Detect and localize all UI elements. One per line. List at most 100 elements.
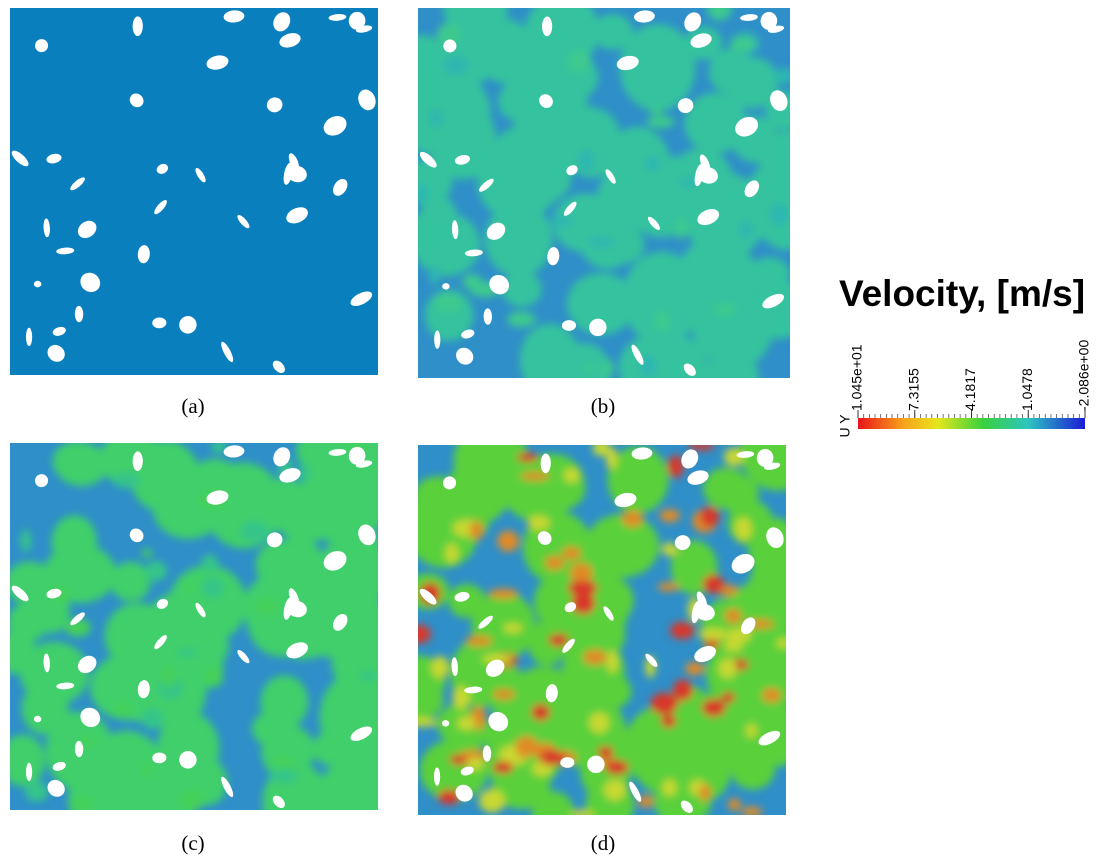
grain xyxy=(0,735,45,787)
hot-spot xyxy=(703,575,724,594)
hot-spot xyxy=(470,521,484,540)
simulation-image xyxy=(391,412,819,836)
hot-spot xyxy=(699,628,728,640)
hot-spot xyxy=(204,666,224,687)
hot-spot xyxy=(457,717,475,731)
hot-spot xyxy=(605,760,628,774)
colorbar-tick-label: 1.045e+01 xyxy=(849,344,865,411)
grain xyxy=(718,475,758,513)
hot-spot xyxy=(662,779,676,796)
panel-label: (b) xyxy=(591,394,616,418)
grain xyxy=(319,673,394,762)
grain xyxy=(410,529,450,562)
grain xyxy=(691,277,767,366)
hot-spot xyxy=(21,530,31,553)
hot-spot xyxy=(507,312,536,328)
pore xyxy=(26,328,32,346)
hot-spot xyxy=(141,763,154,777)
hot-spot xyxy=(269,769,297,783)
grain xyxy=(130,440,200,512)
hot-spot xyxy=(741,807,762,817)
hot-spot xyxy=(721,692,735,703)
pore xyxy=(434,330,440,348)
colorbar-label: U Y xyxy=(837,414,853,438)
hot-spot xyxy=(661,715,676,728)
hot-spot xyxy=(570,563,593,582)
hot-spot xyxy=(584,364,596,372)
hot-spot xyxy=(673,679,693,700)
hot-spot xyxy=(184,580,195,594)
hot-spot xyxy=(493,761,513,773)
hot-spot xyxy=(564,468,580,483)
grain xyxy=(498,83,534,120)
hot-spot xyxy=(622,511,643,527)
grain xyxy=(157,712,219,784)
hot-spot xyxy=(589,712,609,733)
grain xyxy=(110,562,150,602)
hot-spot xyxy=(567,51,591,74)
hot-spot xyxy=(735,517,752,541)
grain xyxy=(748,257,790,292)
hot-spot xyxy=(650,106,663,115)
hot-spot xyxy=(587,237,615,248)
hot-spot xyxy=(431,656,449,679)
hot-spot xyxy=(515,736,538,755)
pore xyxy=(434,767,440,785)
hot-spot xyxy=(688,442,715,450)
simulation-image xyxy=(387,0,821,407)
hot-spot xyxy=(598,746,614,758)
hot-spot xyxy=(773,69,796,84)
grain xyxy=(520,324,581,396)
simulation-image xyxy=(0,423,416,846)
hot-spot xyxy=(639,795,654,808)
hot-spot xyxy=(528,516,550,531)
hot-spot xyxy=(699,784,711,801)
simulation-image xyxy=(9,8,378,375)
hot-spot xyxy=(489,589,519,599)
hot-spot xyxy=(142,708,163,729)
hot-spot xyxy=(408,718,438,727)
hot-spot xyxy=(549,215,574,227)
grain xyxy=(759,131,819,192)
colorbar-ticks: 1.045e+017.31554.18171.0478-2.086e+00 xyxy=(849,340,1092,418)
panels xyxy=(0,0,821,846)
hot-spot xyxy=(777,638,791,648)
hot-spot xyxy=(517,453,538,462)
hot-spot xyxy=(646,116,674,129)
hot-spot xyxy=(142,549,153,557)
grain xyxy=(740,412,817,491)
hot-spot xyxy=(113,473,140,489)
hot-spot xyxy=(434,293,462,313)
hot-spot xyxy=(607,651,618,674)
hot-spot xyxy=(571,810,595,819)
panel-label: (a) xyxy=(181,394,204,418)
hot-spot xyxy=(650,693,677,715)
hot-spot xyxy=(202,578,222,598)
hot-spot xyxy=(724,640,742,652)
grain xyxy=(318,757,397,831)
hot-spot xyxy=(646,155,660,171)
grain xyxy=(520,454,585,514)
hot-spot xyxy=(571,592,595,614)
hot-spot xyxy=(145,561,167,581)
grain xyxy=(413,213,480,276)
hot-spot xyxy=(739,221,753,239)
hot-spot xyxy=(179,649,195,657)
hot-spot xyxy=(520,472,549,480)
hot-spot xyxy=(654,311,670,332)
hot-spot xyxy=(25,781,48,802)
hot-spot xyxy=(180,790,205,811)
hot-spot xyxy=(583,649,607,664)
pore xyxy=(26,763,32,781)
hot-spot xyxy=(430,265,440,286)
hot-spot xyxy=(769,203,788,226)
grain xyxy=(532,791,575,836)
colorbar-title: Velocity, [m/s] xyxy=(839,273,1085,314)
panel-label: (c) xyxy=(181,831,204,855)
grain xyxy=(20,642,88,705)
figure: (a) (b) (c) (d) Velocity, [m/s] U Y 1.04… xyxy=(0,0,1112,862)
hot-spot xyxy=(240,522,268,541)
hot-spot xyxy=(602,359,614,377)
hot-spot xyxy=(415,184,429,202)
hot-spot xyxy=(503,623,522,633)
